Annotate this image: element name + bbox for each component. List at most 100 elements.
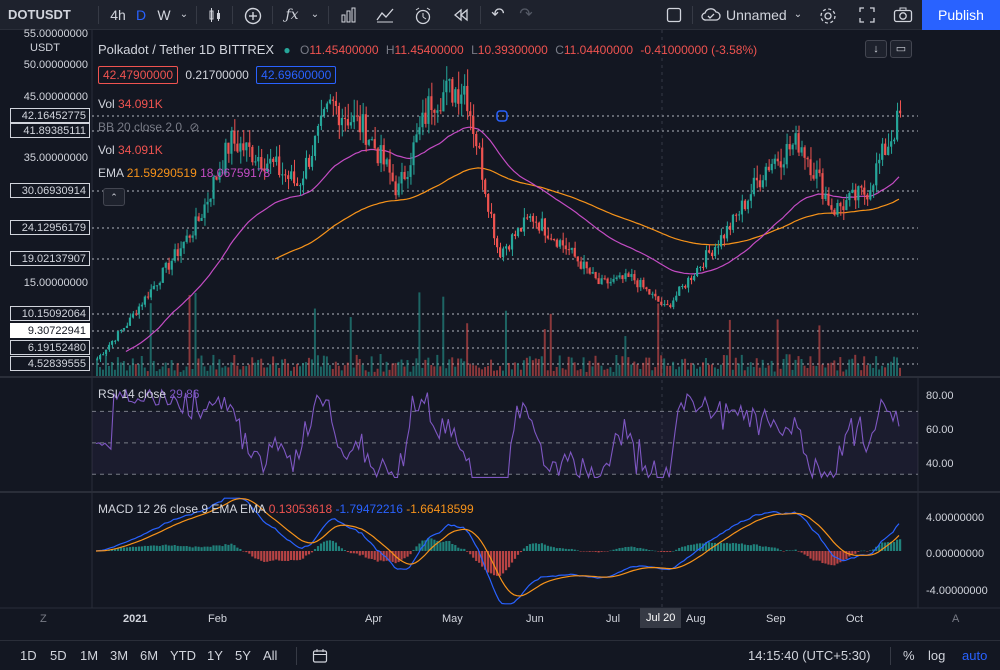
- auto-scale-button[interactable]: auto: [962, 648, 988, 663]
- interval-d-button[interactable]: D: [135, 7, 147, 23]
- macd-histogram-bar: [221, 546, 224, 551]
- candle-body: [427, 96, 430, 124]
- volume-bar: [349, 317, 352, 376]
- axis-a-icon[interactable]: A: [952, 613, 960, 625]
- candle-body: [206, 201, 209, 205]
- maximize-pane-icon[interactable]: ▭: [890, 40, 912, 58]
- timezone-z-icon[interactable]: Z: [40, 613, 47, 625]
- redo-icon[interactable]: ↷: [519, 6, 533, 23]
- ema-line-purple: [125, 126, 900, 353]
- macd-histogram-bar: [415, 546, 418, 551]
- macd-histogram-bar: [758, 545, 761, 551]
- macd-histogram-bar: [340, 548, 343, 551]
- volume-bar: [218, 359, 221, 376]
- macd-legend[interactable]: MACD 12 26 close 9 EMA EMA 0.13053618 -1…: [98, 502, 474, 516]
- range-5y-button[interactable]: 5Y: [235, 648, 251, 663]
- candle-body: [878, 159, 881, 164]
- volume-bar: [316, 355, 319, 376]
- log-scale-button[interactable]: log: [928, 648, 946, 663]
- clock-timezone[interactable]: 14:15:40 (UTC+5:30): [748, 648, 871, 663]
- range-5d-button[interactable]: 5D: [50, 648, 67, 663]
- rsi-legend[interactable]: RSI 14 close 29.86: [98, 387, 199, 401]
- compare-icon[interactable]: [372, 0, 398, 30]
- candle-body: [301, 178, 305, 186]
- candle-body: [221, 172, 224, 174]
- vol-legend-2[interactable]: Vol 34.091K: [98, 143, 163, 157]
- candle-body: [869, 190, 872, 200]
- interval-4h-button[interactable]: 4h: [110, 7, 126, 23]
- volume-bar: [322, 355, 325, 376]
- volume-bar: [272, 356, 275, 376]
- camera-icon[interactable]: [890, 0, 916, 30]
- volume-bar: [439, 366, 442, 376]
- goto-date-icon[interactable]: [312, 641, 328, 670]
- layout-name[interactable]: Unnamed: [726, 7, 787, 23]
- chart-canvas[interactable]: [0, 30, 1000, 640]
- add-indicator-icon[interactable]: [240, 0, 266, 30]
- candle-body: [140, 304, 143, 307]
- bb-label: BB 20 close 2 0: [98, 120, 183, 134]
- volume-bar: [490, 359, 493, 376]
- price-badge: 19.02137907: [10, 251, 90, 266]
- vol-legend-1[interactable]: Vol 34.091K: [98, 97, 163, 111]
- financials-icon[interactable]: [336, 0, 362, 30]
- volume-bar: [696, 368, 699, 376]
- volume-bar: [869, 363, 872, 376]
- macd-histogram-bar: [687, 545, 690, 551]
- scroll-down-icon[interactable]: ↓: [865, 40, 887, 58]
- range-1y-button[interactable]: 1Y: [207, 648, 223, 663]
- range-ytd-button[interactable]: YTD: [170, 648, 196, 663]
- range-6m-button[interactable]: 6M: [140, 648, 159, 663]
- range-1m-button[interactable]: 1M: [80, 648, 99, 663]
- publish-button[interactable]: Publish: [922, 0, 1000, 30]
- ohlc-c-value: 11.04400000: [563, 43, 634, 57]
- macd-histogram-bar: [624, 547, 627, 551]
- candle-body: [672, 300, 675, 308]
- macd-histogram-bar: [418, 543, 421, 551]
- macd-histogram-bar: [301, 551, 305, 559]
- range-all-button[interactable]: All: [263, 648, 278, 663]
- interval-dropdown-icon[interactable]: ⌄: [179, 9, 189, 20]
- candle-body: [236, 143, 239, 152]
- legend-title[interactable]: Polkadot / Tether 1D BITTREX: [98, 42, 275, 57]
- settings-gear-icon[interactable]: [816, 0, 840, 30]
- percent-scale-button[interactable]: %: [903, 648, 915, 663]
- range-1d-button[interactable]: 1D: [20, 648, 37, 663]
- indicators-dropdown-icon[interactable]: ⌄: [310, 9, 320, 20]
- candle-body: [167, 262, 170, 270]
- fullscreen-icon[interactable]: [856, 0, 878, 30]
- ema-legend[interactable]: EMA 21.59290519 18.06759178: [98, 166, 270, 180]
- time-tick: 2021: [123, 613, 148, 625]
- candle-body: [803, 147, 806, 158]
- candle-body: [400, 171, 403, 184]
- fullscreen-box-icon[interactable]: [662, 0, 686, 30]
- hidden-eye-icon[interactable]: ⊘: [189, 120, 200, 134]
- candle-body: [203, 204, 206, 218]
- candle-body: [170, 260, 173, 270]
- volume-bar: [104, 354, 107, 376]
- symbol-search[interactable]: DOTUSDT: [8, 7, 71, 22]
- collapse-legend-icon[interactable]: ⌃: [103, 188, 125, 206]
- time-tick: May: [442, 613, 463, 625]
- crosshair-time-badge: Jul 20: [640, 608, 682, 628]
- macd-histogram-bar: [528, 544, 532, 551]
- macd-histogram-bar: [319, 543, 323, 551]
- volume-bar: [588, 360, 591, 376]
- ask-price[interactable]: 42.69600000: [256, 66, 337, 84]
- candles-icon[interactable]: [202, 0, 228, 30]
- indicators-fx-icon[interactable]: ƒx: [285, 7, 299, 23]
- macd-histogram-bar: [284, 551, 287, 561]
- macd-histogram-bar: [272, 551, 275, 561]
- bid-price[interactable]: 42.47900000: [98, 66, 179, 84]
- macd-histogram-bar: [660, 551, 663, 552]
- candle-body: [164, 262, 167, 268]
- chart-area[interactable]: USDT 55.00000000 50.00000000 45.00000000…: [0, 28, 1000, 640]
- candle-body: [290, 171, 293, 179]
- layout-dropdown-icon[interactable]: ⌄: [793, 9, 803, 20]
- interval-w-button[interactable]: W: [157, 7, 171, 23]
- alert-clock-icon[interactable]: [410, 0, 436, 30]
- undo-icon[interactable]: ↶: [491, 6, 505, 23]
- bb-legend[interactable]: BB 20 close 2 0 ⊘: [98, 120, 199, 134]
- replay-icon[interactable]: [448, 0, 474, 30]
- range-3m-button[interactable]: 3M: [110, 648, 129, 663]
